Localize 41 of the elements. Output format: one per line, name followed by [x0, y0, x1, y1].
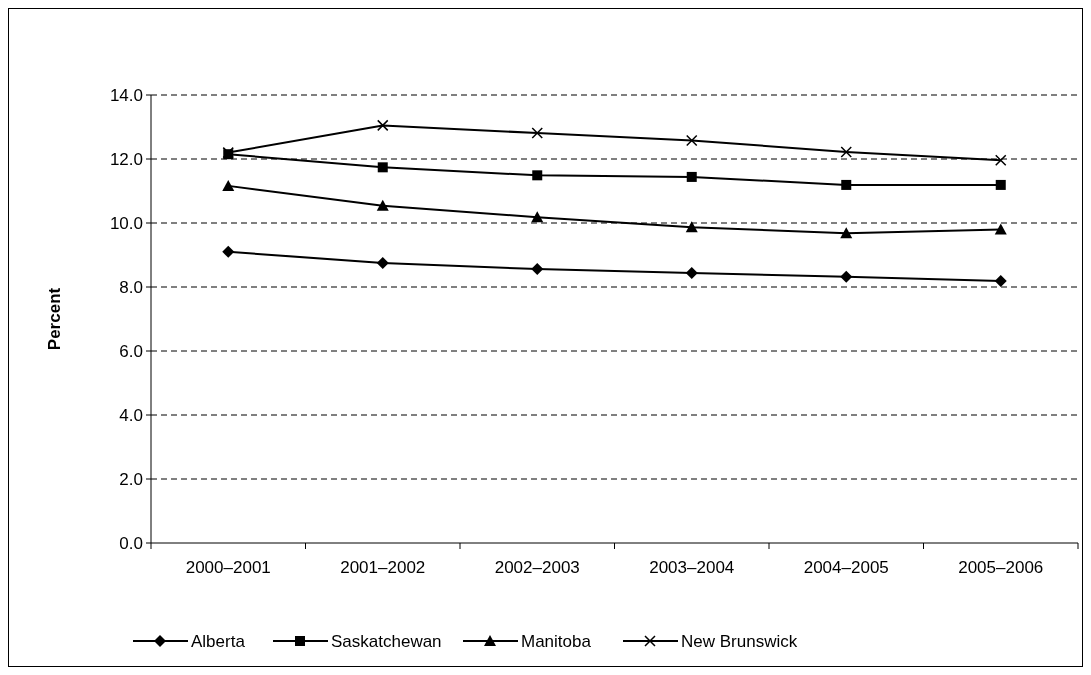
x-tick-label: 2003–2004	[649, 558, 735, 577]
x-tick-label: 2000–2001	[185, 558, 271, 577]
point	[685, 221, 698, 233]
point	[377, 119, 389, 132]
point	[376, 199, 389, 211]
y-tick-label: 10.0	[109, 213, 143, 233]
point	[994, 274, 1007, 287]
y-tick-label: 2.0	[119, 469, 143, 489]
point	[995, 179, 1006, 190]
y-tick-label: 4.0	[119, 405, 143, 425]
point	[841, 179, 852, 190]
y-tick-label: 12.0	[109, 149, 143, 169]
point	[686, 171, 697, 182]
y-tick-label: 14.0	[109, 85, 143, 105]
legend-label: New Brunswick	[681, 631, 798, 651]
legend-label: Alberta	[191, 631, 246, 651]
point	[531, 127, 543, 139]
point	[994, 223, 1007, 235]
legend-label: Saskatchewan	[331, 631, 442, 651]
point	[840, 146, 852, 158]
x-tick-label: 2002–2003	[494, 558, 580, 577]
y-tick-label: 8.0	[119, 277, 143, 297]
y-tick-label: 0.0	[119, 533, 143, 553]
point	[686, 134, 698, 147]
point	[222, 245, 235, 258]
point	[840, 227, 853, 239]
point	[222, 179, 235, 191]
point	[531, 263, 544, 276]
x-tick-label: 2001–2002	[340, 558, 426, 577]
point	[995, 154, 1007, 167]
point	[532, 170, 543, 181]
x-tick-label: 2005–2006	[958, 558, 1044, 577]
point	[377, 162, 388, 173]
x-tick-label: 2004–2005	[803, 558, 889, 577]
point	[840, 270, 853, 283]
y-axis-title: Percent	[45, 287, 64, 351]
y-tick-label: 6.0	[119, 341, 143, 361]
point	[685, 266, 698, 279]
point	[376, 257, 389, 269]
legend-label: Manitoba	[521, 631, 592, 651]
point	[531, 211, 544, 223]
